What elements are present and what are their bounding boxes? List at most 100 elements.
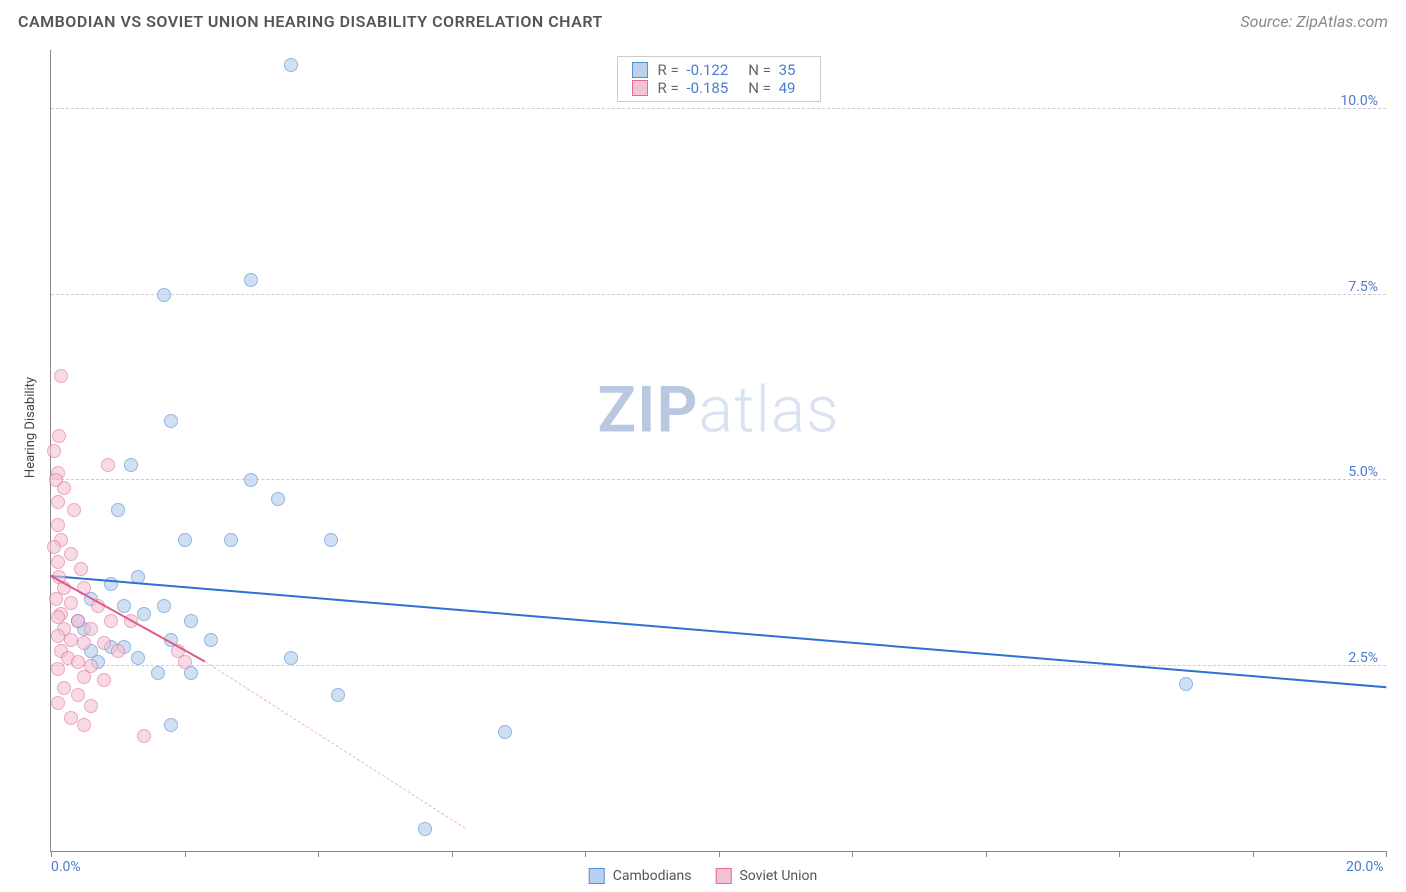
gridline <box>51 665 1386 666</box>
data-point <box>101 458 115 472</box>
data-point <box>224 533 238 547</box>
data-point <box>71 655 85 669</box>
data-point <box>157 288 171 302</box>
x-tick <box>585 851 586 857</box>
stat-r-label: R = -0.122 <box>658 61 739 79</box>
x-tick <box>1386 851 1387 857</box>
stats-row: R = -0.185 N = 49 <box>632 79 806 97</box>
data-point <box>157 599 171 613</box>
x-tick-label: 0.0% <box>51 859 81 875</box>
legend: Cambodians Soviet Union <box>589 868 818 884</box>
swatch-icon <box>632 80 648 96</box>
data-point <box>71 614 85 628</box>
data-point <box>117 599 131 613</box>
x-tick-label: 20.0% <box>1346 859 1384 875</box>
correlation-stats-box: R = -0.122 N = 35 R = -0.185 N = 49 <box>617 56 821 102</box>
data-point <box>64 596 78 610</box>
data-point <box>52 429 66 443</box>
data-point <box>51 629 65 643</box>
data-point <box>77 718 91 732</box>
data-point <box>111 644 125 658</box>
legend-item-cambodians: Cambodians <box>589 868 692 884</box>
stat-r-label: R = -0.185 <box>658 79 739 97</box>
watermark: ZIPatlas <box>597 373 839 448</box>
data-point <box>1179 677 1193 691</box>
data-point <box>51 696 65 710</box>
data-point <box>97 636 111 650</box>
stat-n-label: N = 49 <box>748 79 805 97</box>
x-tick <box>719 851 720 857</box>
data-point <box>137 607 151 621</box>
data-point <box>244 473 258 487</box>
data-point <box>151 666 165 680</box>
legend-label: Cambodians <box>613 868 692 884</box>
data-point <box>284 651 298 665</box>
data-point <box>284 58 298 72</box>
legend-item-soviet: Soviet Union <box>715 868 817 884</box>
data-point <box>77 636 91 650</box>
swatch-icon <box>632 62 648 78</box>
data-point <box>77 670 91 684</box>
data-point <box>131 651 145 665</box>
data-point <box>271 492 285 506</box>
data-point <box>74 562 88 576</box>
source-label: Source: ZipAtlas.com <box>1240 12 1388 31</box>
x-tick <box>51 851 52 857</box>
trend-line <box>51 575 1386 688</box>
data-point <box>164 718 178 732</box>
y-axis-label: Hearing Disability <box>23 377 38 478</box>
data-point <box>324 533 338 547</box>
data-point <box>124 458 138 472</box>
stats-row: R = -0.122 N = 35 <box>632 61 806 79</box>
data-point <box>97 673 111 687</box>
data-point <box>51 518 65 532</box>
data-point <box>67 503 81 517</box>
trend-line-extrapolated <box>204 661 465 829</box>
data-point <box>51 662 65 676</box>
gridline <box>51 294 1386 295</box>
data-point <box>178 655 192 669</box>
stat-n-label: N = 35 <box>748 61 805 79</box>
data-point <box>64 711 78 725</box>
data-point <box>51 555 65 569</box>
data-point <box>184 614 198 628</box>
data-point <box>178 533 192 547</box>
scatter-chart: ZIPatlas 2.5%5.0%7.5%10.0%0.0%20.0%R = -… <box>50 50 1386 852</box>
data-point <box>498 725 512 739</box>
y-tick-label: 5.0% <box>1348 464 1378 480</box>
data-point <box>47 444 61 458</box>
data-point <box>84 622 98 636</box>
gridline <box>51 108 1386 109</box>
data-point <box>71 688 85 702</box>
data-point <box>204 633 218 647</box>
x-tick <box>318 851 319 857</box>
x-tick <box>1119 851 1120 857</box>
data-point <box>164 414 178 428</box>
data-point <box>49 592 63 606</box>
y-tick-label: 2.5% <box>1348 650 1378 666</box>
x-tick <box>852 851 853 857</box>
data-point <box>137 729 151 743</box>
swatch-icon <box>715 868 731 884</box>
data-point <box>64 547 78 561</box>
data-point <box>111 503 125 517</box>
data-point <box>84 699 98 713</box>
data-point <box>64 633 78 647</box>
x-tick <box>185 851 186 857</box>
data-point <box>104 614 118 628</box>
y-tick-label: 7.5% <box>1348 279 1378 295</box>
data-point <box>47 540 61 554</box>
data-point <box>418 822 432 836</box>
data-point <box>57 681 71 695</box>
data-point <box>57 481 71 495</box>
data-point <box>51 495 65 509</box>
legend-label: Soviet Union <box>739 868 817 884</box>
x-tick <box>452 851 453 857</box>
x-tick <box>1253 851 1254 857</box>
chart-title: CAMBODIAN VS SOVIET UNION HEARING DISABI… <box>18 12 603 31</box>
x-tick <box>986 851 987 857</box>
swatch-icon <box>589 868 605 884</box>
data-point <box>244 273 258 287</box>
y-tick-label: 10.0% <box>1340 93 1378 109</box>
data-point <box>54 369 68 383</box>
